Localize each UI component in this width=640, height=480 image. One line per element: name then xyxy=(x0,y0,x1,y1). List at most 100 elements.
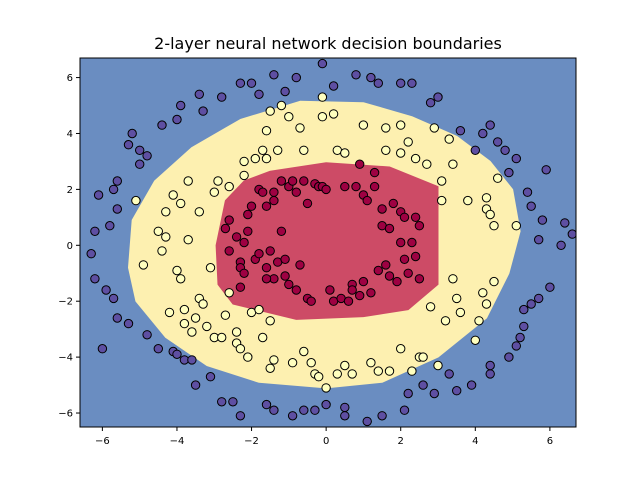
point-outer xyxy=(500,145,510,156)
point-outer xyxy=(541,165,551,175)
point-outer xyxy=(534,235,544,245)
point-middle xyxy=(381,145,391,156)
point-middle xyxy=(261,153,272,164)
point-outer xyxy=(526,299,536,309)
point-outer xyxy=(217,397,227,407)
point-middle xyxy=(217,332,227,343)
point-middle xyxy=(176,274,186,284)
point-middle xyxy=(317,92,328,102)
point-outer xyxy=(108,293,119,304)
point-outer xyxy=(187,355,197,365)
point-outer xyxy=(340,411,350,421)
point-inner xyxy=(295,260,305,270)
point-inner xyxy=(299,176,309,186)
point-middle xyxy=(485,209,495,220)
point-inner xyxy=(235,282,246,292)
point-outer xyxy=(567,229,576,239)
y-axis: −6 −4 −2 0 2 4 6 xyxy=(58,73,80,420)
point-inner xyxy=(403,268,413,278)
x-tick-label: 4 xyxy=(472,436,478,447)
point-outer xyxy=(246,78,257,88)
point-outer xyxy=(366,72,376,83)
point-outer xyxy=(466,380,477,390)
point-outer xyxy=(254,89,264,100)
point-middle xyxy=(198,299,208,309)
point-middle xyxy=(194,207,205,217)
point-outer xyxy=(101,285,111,295)
point-outer xyxy=(205,372,216,382)
point-middle xyxy=(179,318,190,329)
x-tick-label: 6 xyxy=(547,436,553,447)
point-inner xyxy=(384,271,395,281)
point-inner xyxy=(340,181,350,192)
point-outer xyxy=(93,190,104,200)
point-outer xyxy=(560,218,570,228)
point-inner xyxy=(358,276,369,287)
point-inner xyxy=(246,201,257,211)
point-inner xyxy=(239,237,249,248)
point-inner xyxy=(407,237,417,248)
point-middle xyxy=(299,145,309,156)
point-outer xyxy=(407,78,417,88)
point-middle xyxy=(295,123,305,133)
point-inner xyxy=(410,251,421,262)
y-tick-label: 2 xyxy=(67,185,73,196)
point-middle xyxy=(179,304,190,315)
point-middle xyxy=(511,221,521,231)
point-outer xyxy=(280,86,290,97)
x-axis: −6 −4 −2 0 2 4 6 xyxy=(95,427,553,447)
point-middle xyxy=(347,369,357,379)
point-middle xyxy=(287,358,298,368)
x-tick-label: −6 xyxy=(95,436,110,447)
chart-title: 2-layer neural network decision boundari… xyxy=(154,34,502,53)
point-middle xyxy=(403,137,413,147)
point-outer xyxy=(291,72,301,83)
point-outer xyxy=(135,145,145,156)
point-middle xyxy=(440,316,451,326)
point-inner xyxy=(258,187,268,197)
point-outer xyxy=(373,78,383,88)
point-middle xyxy=(470,335,480,345)
point-middle xyxy=(433,360,443,371)
point-middle xyxy=(172,265,182,276)
point-middle xyxy=(213,176,223,186)
point-middle xyxy=(164,307,175,318)
point-middle xyxy=(340,148,350,158)
y-tick-label: 0 xyxy=(67,241,73,252)
point-outer xyxy=(537,215,548,225)
point-outer xyxy=(97,344,108,354)
point-outer xyxy=(194,89,205,100)
point-outer xyxy=(261,399,272,410)
point-inner xyxy=(261,274,272,284)
point-middle xyxy=(448,274,458,284)
point-outer xyxy=(515,332,525,343)
point-outer xyxy=(112,313,123,323)
point-middle xyxy=(183,176,193,186)
point-middle xyxy=(478,288,488,298)
point-outer xyxy=(519,321,529,332)
point-outer xyxy=(217,92,227,102)
point-middle xyxy=(220,310,231,320)
point-outer xyxy=(485,360,495,371)
point-middle xyxy=(299,346,309,357)
point-middle xyxy=(437,195,447,206)
y-tick-label: −6 xyxy=(58,409,73,420)
point-outer xyxy=(403,388,413,399)
point-outer xyxy=(86,249,96,259)
point-inner xyxy=(392,276,402,287)
point-outer xyxy=(90,274,100,284)
point-middle xyxy=(157,246,167,256)
point-middle xyxy=(306,358,316,368)
point-outer xyxy=(511,153,521,164)
point-outer xyxy=(534,293,544,304)
point-inner xyxy=(355,290,365,301)
point-middle xyxy=(314,372,324,382)
y-tick-label: −4 xyxy=(58,353,73,364)
point-middle xyxy=(131,195,141,206)
point-middle xyxy=(437,176,447,186)
point-outer xyxy=(176,100,186,111)
point-inner xyxy=(399,254,410,264)
point-inner xyxy=(388,198,398,209)
point-middle xyxy=(265,316,275,326)
